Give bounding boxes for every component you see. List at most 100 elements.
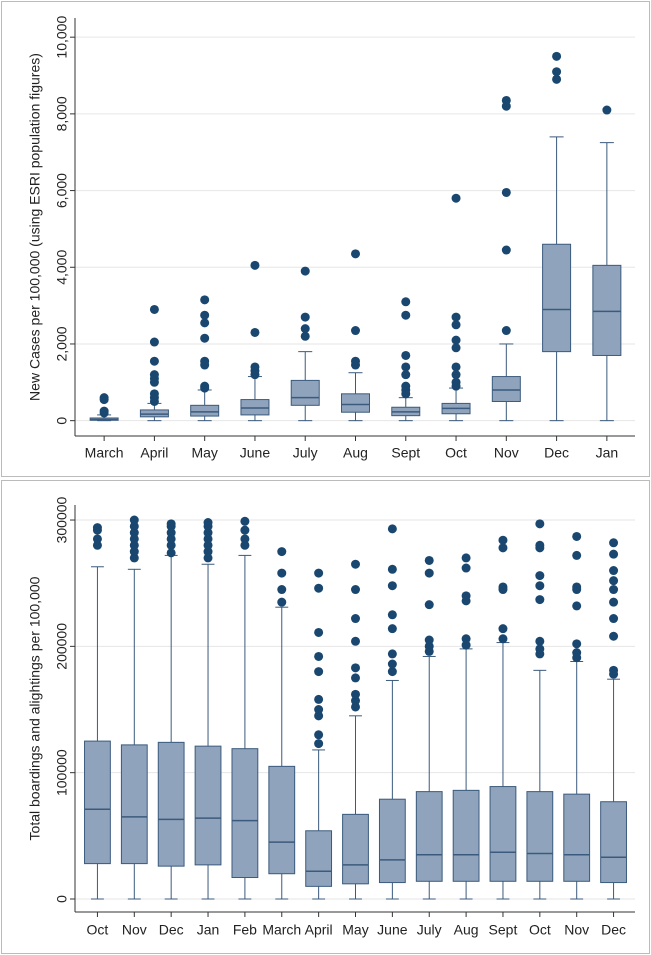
x-tick-label: Oct [87,922,109,938]
outlier [401,370,411,380]
x-tick-label: May [342,922,368,938]
outlier [572,601,582,611]
x-tick-label: Jan [197,922,220,938]
outlier [501,326,511,336]
outlier [129,553,139,563]
x-tick-label: Nov [122,922,147,938]
outlier [535,636,545,646]
box [526,791,554,882]
outlier [572,582,582,592]
outlier [609,614,619,624]
outlier [424,600,434,610]
outlier [200,333,210,343]
outlier [314,583,324,593]
box [415,791,443,882]
outlier [351,614,360,624]
outlier [387,610,397,620]
y-tick-label: 0 [54,417,70,425]
outlier [387,524,397,534]
x-tick-label: Dec [544,445,569,461]
outlier [351,663,360,673]
x-tick-label: Feb [233,922,257,938]
outlier [277,568,287,578]
box [489,786,517,882]
outlier [609,576,619,586]
box [600,801,627,884]
outlier [166,534,176,544]
outlier [461,563,471,573]
outlier [501,245,511,255]
box [240,399,270,416]
outlier [401,350,411,360]
outlier [451,343,461,353]
x-tick-label: May [191,445,217,461]
outlier [240,540,250,550]
box [268,765,296,875]
outlier [451,377,461,387]
outlier [451,362,461,372]
box [231,748,259,879]
outlier [351,702,360,712]
outlier [351,636,360,646]
outlier [424,555,434,565]
outlier [277,547,287,557]
outlier [250,260,260,270]
outlier [424,568,434,578]
outlier [314,667,324,677]
outlier [501,95,511,105]
outlier [351,673,360,683]
outlier [166,548,176,558]
box [341,393,370,413]
outlier [387,624,397,634]
box [194,745,222,866]
outlier [200,310,210,320]
outlier [572,648,582,658]
x-tick-label: Aug [343,445,368,461]
y-tick-label: 10,000 [54,16,70,59]
outlier [314,651,324,661]
outlier [498,634,508,644]
box [157,741,185,867]
y-tick-label: 300000 [54,496,70,543]
outlier [609,549,619,559]
outlier [535,595,545,605]
y-axis-title: New Cases per 100,000 (using ESRI popula… [27,53,43,401]
outlier [314,568,324,578]
outlier [572,531,582,541]
outlier [203,553,213,563]
outlier [535,540,545,550]
x-tick-label: Dec [601,922,626,938]
outlier [609,631,619,641]
outlier [535,581,545,591]
outlier [129,521,139,531]
x-tick-label: March [262,922,301,938]
outlier [203,534,213,544]
outlier [451,193,461,203]
outlier [401,362,411,372]
x-tick-label: July [293,445,318,461]
outlier [240,534,250,544]
outlier [300,312,310,322]
x-tick-label: April [305,922,333,938]
x-tick-label: July [417,922,442,938]
y-tick-label: 0 [54,895,70,903]
outlier [609,597,619,607]
outlier [401,310,411,320]
outlier [314,627,324,637]
outlier [461,553,471,563]
outlier [498,543,508,553]
outlier [498,624,508,634]
x-tick-label: Nov [494,445,519,461]
outlier [166,540,176,550]
box [378,798,406,884]
outlier [572,550,582,560]
outlier [387,564,397,574]
x-tick-label: Nov [564,922,589,938]
outlier [200,381,210,391]
outlier [552,74,562,84]
outlier [200,356,210,366]
outlier [149,304,159,314]
outlier [149,370,159,380]
outlier [461,634,471,644]
outlier [501,187,511,197]
